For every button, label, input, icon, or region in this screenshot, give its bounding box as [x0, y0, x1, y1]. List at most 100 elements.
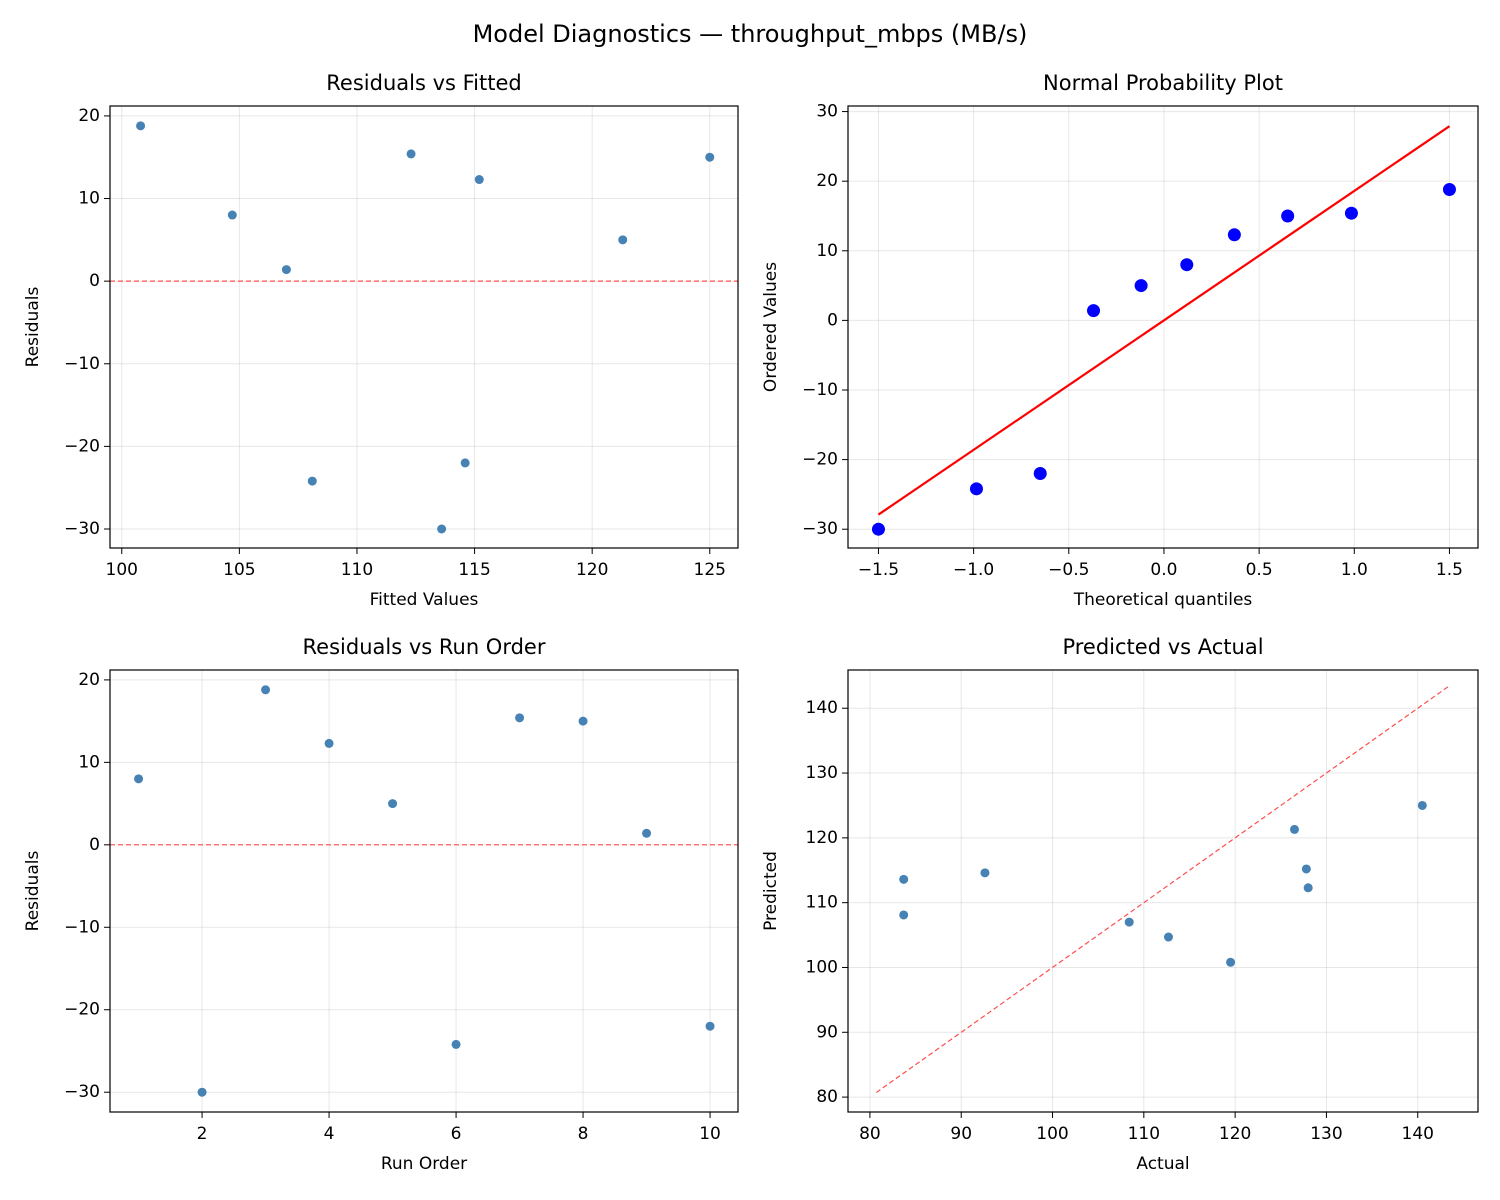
point — [1303, 883, 1313, 893]
point — [1134, 279, 1148, 293]
x-tick-label: 110 — [341, 560, 373, 580]
y-tick-label: 0 — [89, 271, 100, 291]
point — [388, 799, 398, 809]
x-tick-label: 105 — [223, 560, 255, 580]
point — [969, 482, 983, 496]
x-tick-label: 10 — [699, 1124, 721, 1144]
y-axis-label: Residuals — [23, 851, 43, 932]
y-tick-label: 0 — [89, 835, 100, 855]
x-tick-label: 6 — [451, 1124, 462, 1144]
point — [705, 1021, 715, 1031]
subplot: Residuals vs Fitted Fitted Values Residual… — [23, 71, 739, 610]
y-tick-label: 20 — [78, 106, 100, 126]
point — [515, 713, 525, 723]
plot-frame — [109, 105, 739, 549]
point — [1124, 917, 1134, 927]
point — [460, 458, 470, 468]
x-tick-label: 120 — [1219, 1124, 1251, 1144]
point — [1442, 183, 1456, 197]
point — [1301, 864, 1311, 874]
x-tick-label: −0.5 — [1048, 560, 1089, 580]
plot-frame — [109, 669, 739, 1113]
subplot-title: Predicted vs Actual — [1062, 635, 1263, 659]
point — [618, 235, 628, 245]
x-tick-label: −1.0 — [953, 560, 994, 580]
y-tick-label: 10 — [78, 189, 100, 209]
point — [281, 265, 291, 275]
y-tick-label: −20 — [64, 436, 100, 456]
point — [1226, 957, 1236, 967]
point — [134, 774, 144, 784]
point — [899, 874, 909, 884]
plot-frame — [847, 669, 1479, 1113]
point — [1281, 209, 1295, 223]
point — [324, 738, 334, 748]
point — [227, 210, 237, 220]
y-tick-label: 130 — [806, 763, 838, 783]
y-tick-label: −10 — [802, 380, 838, 400]
point — [136, 121, 146, 131]
x-tick-label: 1.5 — [1436, 560, 1463, 580]
y-tick-label: 140 — [806, 698, 838, 718]
y-tick-label: 110 — [806, 893, 838, 913]
y-tick-label: −10 — [64, 354, 100, 374]
subplot-title: Normal Probability Plot — [1043, 71, 1283, 95]
x-tick-label: 100 — [1036, 1124, 1068, 1144]
x-tick-label: −1.5 — [858, 560, 899, 580]
subplot-title: Residuals vs Run Order — [303, 635, 546, 659]
point — [705, 152, 715, 162]
y-axis-label: Predicted — [761, 851, 781, 931]
point — [197, 1087, 207, 1097]
x-tick-label: 130 — [1310, 1124, 1342, 1144]
point — [578, 716, 588, 726]
x-tick-label: 110 — [1128, 1124, 1160, 1144]
subplot-title: Residuals vs Fitted — [326, 71, 521, 95]
x-tick-label: 1.0 — [1341, 560, 1368, 580]
x-tick-label: 8 — [578, 1124, 589, 1144]
point — [261, 685, 271, 695]
point — [1227, 228, 1241, 242]
y-tick-label: −30 — [64, 519, 100, 539]
x-tick-label: 80 — [859, 1124, 881, 1144]
point — [307, 476, 317, 486]
x-tick-label: 120 — [576, 560, 608, 580]
y-tick-label: −30 — [802, 519, 838, 539]
point — [474, 175, 484, 185]
y-tick-label: 0 — [827, 310, 838, 330]
y-tick-label: 80 — [816, 1087, 838, 1107]
x-axis-label: Theoretical quantiles — [1073, 590, 1253, 610]
y-tick-label: 30 — [816, 102, 838, 122]
x-tick-label: 0.0 — [1150, 560, 1177, 580]
x-tick-label: 100 — [106, 560, 138, 580]
point — [1344, 206, 1358, 220]
subplot: Predicted vs Actual Actual Predicted 80 90 10… — [761, 635, 1479, 1174]
x-tick-label: 2 — [197, 1124, 208, 1144]
x-axis-label: Actual — [1136, 1154, 1189, 1174]
figure-title: Model Diagnostics — throughput_mbps (MB/… — [473, 20, 1028, 48]
point — [1033, 467, 1047, 481]
point — [406, 149, 416, 159]
y-tick-label: 120 — [806, 828, 838, 848]
y-tick-label: −20 — [64, 1000, 100, 1020]
x-tick-label: 115 — [458, 560, 490, 580]
point — [1180, 258, 1194, 272]
x-axis-label: Fitted Values — [370, 590, 479, 610]
x-tick-label: 0.5 — [1246, 560, 1273, 580]
y-axis-label: Ordered Values — [761, 262, 781, 392]
y-tick-label: 20 — [78, 670, 100, 690]
y-tick-label: −20 — [802, 450, 838, 470]
subplot: Normal Probability Plot Theoretical quant… — [761, 71, 1479, 610]
point — [899, 910, 909, 920]
y-tick-label: 10 — [816, 241, 838, 261]
y-tick-label: −10 — [64, 917, 100, 937]
point — [871, 522, 885, 536]
y-tick-label: 90 — [816, 1022, 838, 1042]
point — [642, 828, 652, 838]
x-axis-label: Run Order — [381, 1154, 467, 1174]
x-tick-label: 125 — [694, 560, 726, 580]
point — [437, 524, 447, 534]
y-tick-label: 100 — [806, 957, 838, 977]
y-tick-label: −30 — [64, 1082, 100, 1102]
fit-line — [877, 125, 1451, 516]
